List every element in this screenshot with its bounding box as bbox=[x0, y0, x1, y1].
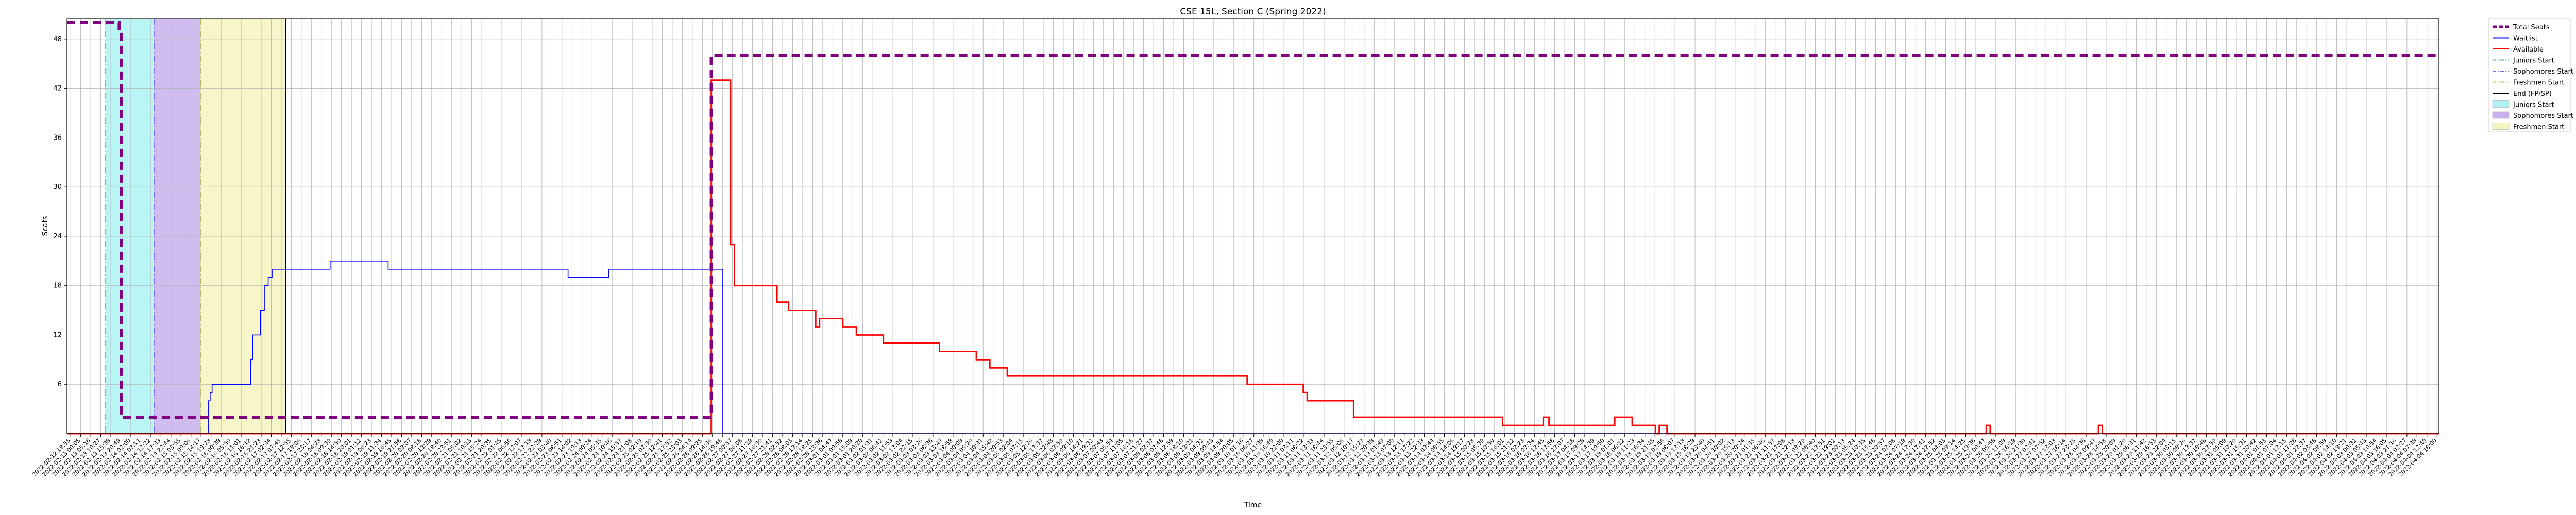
legend-label: Sophomores Start bbox=[2513, 112, 2573, 120]
y-axis-label: Seats bbox=[41, 216, 49, 236]
y-tick-label: 24 bbox=[53, 233, 62, 241]
span-juniors-start bbox=[106, 19, 154, 434]
legend-marker bbox=[2492, 100, 2510, 108]
gridlines bbox=[67, 19, 2439, 434]
legend-label: Juniors Start bbox=[2513, 57, 2554, 65]
y-tick-label: 18 bbox=[53, 282, 62, 290]
data-series bbox=[67, 21, 2439, 435]
legend-label: Waitlist bbox=[2513, 35, 2538, 43]
y-tick-label: 36 bbox=[53, 134, 62, 142]
plot-frame bbox=[66, 18, 2439, 434]
legend-label: Freshmen Start bbox=[2513, 79, 2564, 87]
x-axis-label: Time bbox=[1244, 501, 1262, 509]
y-axis-ticks: 6 12 18 24 30 36 42 48 bbox=[53, 36, 67, 388]
period-markers bbox=[105, 19, 286, 434]
y-tick-label: 42 bbox=[53, 85, 62, 93]
y-tick-label: 30 bbox=[53, 183, 62, 191]
legend-label: Sophomores Start bbox=[2513, 68, 2573, 76]
legend: Total Seats Waitlist Available Juniors Star… bbox=[2488, 18, 2573, 132]
shaded-periods bbox=[106, 19, 286, 434]
legend-label: Available bbox=[2513, 46, 2544, 54]
legend-label: Juniors Start bbox=[2513, 101, 2554, 109]
legend-label: End (FP/SP) bbox=[2513, 90, 2552, 98]
legend-marker bbox=[2492, 123, 2510, 130]
series-waitlist bbox=[67, 261, 2439, 434]
series-total-seats bbox=[67, 21, 2439, 419]
y-tick-label: 12 bbox=[53, 331, 62, 339]
y-tick-label: 48 bbox=[53, 36, 62, 43]
y-tick-label: 6 bbox=[58, 381, 62, 388]
legend-marker bbox=[2492, 111, 2510, 119]
span-freshmen-start bbox=[200, 19, 286, 434]
chart-title: CSE 15L, Section C (Spring 2022) bbox=[1180, 7, 1326, 17]
legend-label: Total Seats bbox=[2513, 24, 2550, 31]
series-available bbox=[67, 79, 2439, 435]
span-sophomores-start bbox=[154, 19, 201, 434]
legend-label: Freshmen Start bbox=[2513, 124, 2564, 131]
